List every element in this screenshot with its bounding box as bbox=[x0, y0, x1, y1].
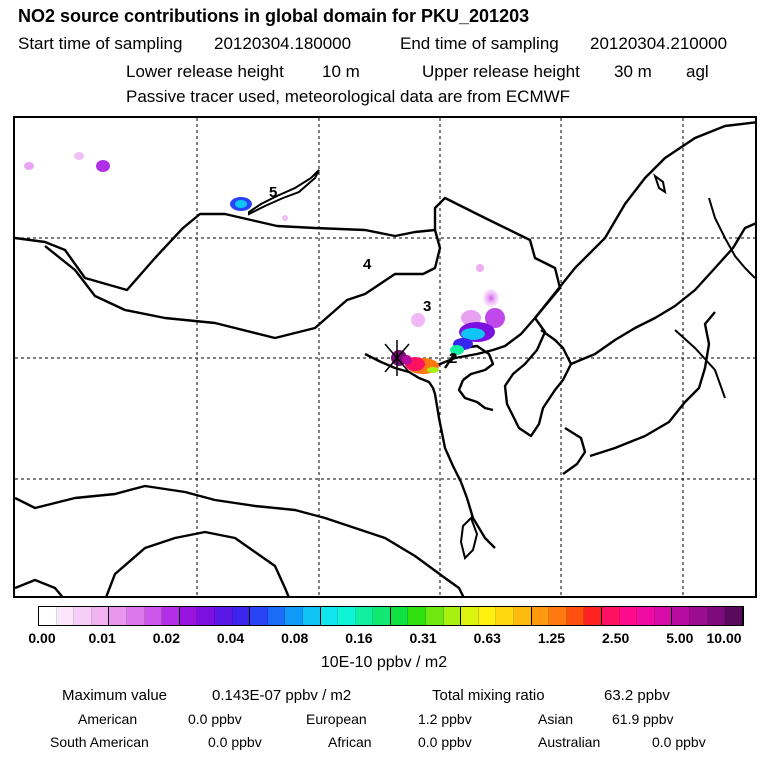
colorbar-cell bbox=[496, 607, 515, 625]
colorbar-tick-label: 0.16 bbox=[345, 630, 373, 646]
colorbar-cell bbox=[689, 607, 708, 625]
max-value: 0.143E-07 ppbv / m2 bbox=[212, 687, 352, 704]
colorbar-cell bbox=[355, 607, 374, 625]
start-time-value: 20120304.180000 bbox=[214, 34, 352, 53]
colorbar-cell bbox=[478, 607, 497, 625]
concentration-plumes bbox=[24, 152, 505, 374]
colorbar-cell bbox=[619, 607, 638, 625]
colorbar-cell bbox=[654, 607, 673, 625]
map-canvas bbox=[15, 118, 755, 596]
colorbar-cell bbox=[232, 607, 251, 625]
region-label-4: 4 bbox=[363, 256, 372, 273]
colorbar-cell bbox=[162, 607, 180, 625]
colorbar-unit: 10E-10 ppbv / m2 bbox=[320, 654, 448, 671]
region-european-value: 1.2 ppbv bbox=[418, 711, 472, 727]
colorbar-tick-label: 0.04 bbox=[216, 630, 245, 646]
japan-islands bbox=[459, 173, 755, 560]
end-time-value: 20120304.210000 bbox=[590, 34, 728, 53]
colorbar-cell bbox=[197, 607, 215, 625]
colorbar-tick-label: 2.50 bbox=[602, 630, 630, 646]
colorbar-cell bbox=[549, 607, 567, 625]
lake-baikal bbox=[248, 169, 320, 216]
colorbar-cell bbox=[250, 607, 268, 625]
region-asian-label: Asian bbox=[538, 711, 574, 727]
colorbar-cell bbox=[566, 607, 585, 625]
colorbar-tick-label: 0.63 bbox=[473, 630, 501, 646]
colorbar-cell bbox=[707, 607, 726, 625]
colorbar-cell bbox=[584, 607, 602, 625]
lower-height-label: Lower release height bbox=[126, 62, 284, 81]
height-unit: agl bbox=[686, 62, 709, 81]
colorbar-cell bbox=[637, 607, 655, 625]
colorbar-cell bbox=[461, 607, 479, 625]
colorbar-cell bbox=[725, 607, 743, 625]
colorbar-cell bbox=[672, 607, 690, 625]
colorbar-tick-label: 5.00 bbox=[666, 630, 694, 646]
colorbar-cell bbox=[179, 607, 198, 625]
country-borders bbox=[15, 121, 755, 596]
grid-lines bbox=[15, 118, 755, 596]
start-time-label: Start time of sampling bbox=[18, 34, 183, 53]
region-label-2: 2 bbox=[449, 350, 458, 367]
region-african-label: African bbox=[328, 734, 372, 750]
colorbar-tick-label: 0.00 bbox=[28, 630, 56, 646]
upper-height-value: 30 m bbox=[614, 62, 652, 81]
region-european-label: European bbox=[306, 711, 367, 727]
colorbar-cell bbox=[390, 607, 409, 625]
region-african-value: 0.0 ppbv bbox=[418, 734, 472, 750]
tracer-note: Passive tracer used, meteorological data… bbox=[126, 87, 571, 106]
map-title: NO2 source contributions in global domai… bbox=[18, 6, 530, 26]
colorbar-cell bbox=[267, 607, 286, 625]
region-american-label: American bbox=[78, 711, 138, 727]
end-time-label: End time of sampling bbox=[400, 34, 559, 53]
region-south-american-value: 0.0 ppbv bbox=[208, 734, 262, 750]
region-south-american-label: South American bbox=[50, 734, 149, 750]
colorbar-cell bbox=[74, 607, 92, 625]
colorbar bbox=[38, 606, 744, 626]
colorbar-cell bbox=[531, 607, 550, 625]
colorbar-cell bbox=[426, 607, 444, 625]
colorbar-tick-label: 0.31 bbox=[409, 630, 437, 646]
colorbar-cell bbox=[443, 607, 462, 625]
colorbar-cell bbox=[126, 607, 145, 625]
colorbar-cell bbox=[56, 607, 75, 625]
colorbar-tick-label: 0.08 bbox=[281, 630, 309, 646]
colorbar-cell bbox=[514, 607, 532, 625]
colorbar-cell bbox=[91, 607, 110, 625]
colorbar-cell bbox=[408, 607, 427, 625]
colorbar-cell bbox=[373, 607, 391, 625]
colorbar-cell bbox=[320, 607, 339, 625]
source-station-marker bbox=[384, 340, 410, 376]
colorbar-cell bbox=[144, 607, 163, 625]
colorbar-cell bbox=[285, 607, 303, 625]
colorbar-tick-label: 0.02 bbox=[152, 630, 180, 646]
max-value-label: Maximum value bbox=[62, 687, 168, 704]
region-australian-label: Australian bbox=[538, 734, 601, 750]
map-panel: 5 4 3 2 bbox=[13, 116, 757, 598]
upper-height-label: Upper release height bbox=[422, 62, 580, 81]
total-mixing-label: Total mixing ratio bbox=[432, 687, 545, 704]
colorbar-cell bbox=[109, 607, 127, 625]
region-australian-value: 0.0 ppbv bbox=[652, 734, 706, 750]
region-american-value: 0.0 ppbv bbox=[188, 711, 242, 727]
colorbar-cell bbox=[338, 607, 356, 625]
region-label-3: 3 bbox=[423, 298, 432, 315]
lower-height-value: 10 m bbox=[322, 62, 360, 81]
region-label-5: 5 bbox=[269, 184, 278, 201]
colorbar-cell bbox=[214, 607, 233, 625]
colorbar-tick-label: 1.25 bbox=[537, 630, 566, 646]
colorbar-tick-label: 0.01 bbox=[88, 630, 116, 646]
colorbar-tick-label: 10.00 bbox=[706, 630, 742, 646]
total-mixing-value: 63.2 ppbv bbox=[604, 687, 670, 704]
region-asian-value: 61.9 ppbv bbox=[612, 711, 674, 727]
colorbar-cell bbox=[602, 607, 620, 625]
colorbar-cell bbox=[39, 607, 57, 625]
colorbar-cell bbox=[302, 607, 321, 625]
